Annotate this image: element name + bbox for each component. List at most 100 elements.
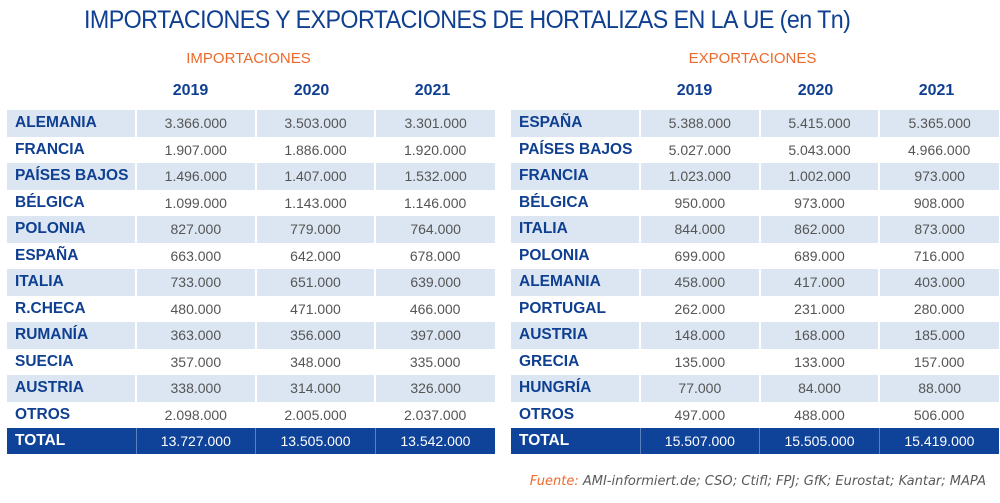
total-label: TOTAL [511, 428, 640, 454]
value-cell: 3.301.000 [374, 110, 495, 137]
value-cell: 3.366.000 [135, 110, 256, 137]
total-value-cell: 15.507.000 [639, 428, 760, 454]
table-row: OTROS 497.000 488.000 506.000 [511, 402, 999, 429]
value-cell: 2.037.000 [404, 406, 467, 423]
source-text: AMI-informiert.de; CSO; Ctifl; FPJ; GfK;… [578, 474, 986, 489]
value-cell: 733.000 [135, 269, 256, 296]
total-row: TOTAL 13.727.000 13.505.000 13.542.000 [7, 428, 495, 454]
value-cell: 716.000 [913, 247, 965, 264]
value-cell: 1.532.000 [374, 163, 495, 190]
country-cell: ESPAÑA [511, 110, 640, 137]
country-cell: PAÍSES BAJOS [519, 140, 633, 158]
exports-title: EXPORTACIONES [688, 50, 817, 67]
value-cell: 5.043.000 [788, 141, 851, 158]
year-header: 2021 [414, 82, 451, 99]
country-cell: FRANCIA [15, 140, 85, 158]
country-cell: FRANCIA [511, 163, 640, 190]
table-row: HUNGRÍA 77.000 84.000 88.000 [511, 375, 999, 402]
value-cell: 262.000 [674, 300, 726, 317]
value-cell: 2.098.000 [164, 406, 227, 423]
value-cell: 338.000 [135, 375, 256, 402]
source-note: Fuente: AMI-informiert.de; CSO; Ctifl; F… [530, 474, 986, 489]
country-cell: AUSTRIA [7, 375, 136, 402]
value-cell: 5.388.000 [639, 110, 760, 137]
table-row: POLONIA 827.000 779.000 764.000 [7, 216, 495, 243]
value-cell: 348.000 [290, 353, 341, 370]
table-row: SUECIA 357.000 348.000 335.000 [7, 349, 495, 376]
table-row: OTROS 2.098.000 2.005.000 2.037.000 [7, 402, 495, 429]
value-cell: 88.000 [878, 375, 999, 402]
table-row: ALEMANIA 3.366.000 3.503.000 3.301.000 [7, 110, 495, 137]
value-cell: 1.002.000 [758, 163, 880, 190]
value-cell: 84.000 [758, 375, 880, 402]
value-cell: 1.496.000 [135, 163, 256, 190]
value-cell: 2.005.000 [284, 406, 347, 423]
table-row: BÉLGICA 1.099.000 1.143.000 1.146.000 [7, 190, 495, 217]
value-cell: 639.000 [374, 269, 495, 296]
value-cell: 873.000 [878, 216, 999, 243]
imports-panel: IMPORTACIONES 2019 2020 2021 ALEMANIA 3.3… [7, 50, 495, 454]
value-cell: 699.000 [674, 247, 726, 264]
table-row: POLONIA 699.000 689.000 716.000 [511, 243, 999, 270]
year-header: 2020 [797, 82, 834, 99]
total-value-cell: 15.419.000 [878, 428, 999, 454]
table-row: ITALIA 733.000 651.000 639.000 [7, 269, 495, 296]
imports-title: IMPORTACIONES [186, 50, 311, 67]
country-cell: ALEMANIA [7, 110, 136, 137]
page-title: IMPORTACIONES Y EXPORTACIONES DE HORTALI… [84, 6, 851, 34]
value-cell: 1.907.000 [164, 141, 227, 158]
year-header: 2019 [676, 82, 713, 99]
table-row: PAÍSES BAJOS 1.496.000 1.407.000 1.532.000 [7, 163, 495, 190]
value-cell: 973.000 [878, 163, 999, 190]
total-row: TOTAL 15.507.000 15.505.000 15.419.000 [511, 428, 999, 454]
value-cell: 4.966.000 [908, 141, 971, 158]
table-row: PORTUGAL 262.000 231.000 280.000 [511, 296, 999, 323]
year-header: 2020 [293, 82, 330, 99]
total-value-cell: 13.542.000 [374, 428, 495, 454]
value-cell: 862.000 [758, 216, 880, 243]
value-cell: 314.000 [254, 375, 376, 402]
value-cell: 908.000 [913, 194, 965, 211]
country-cell: RUMANÍA [7, 322, 136, 349]
value-cell: 1.146.000 [404, 194, 467, 211]
value-cell: 689.000 [794, 247, 845, 264]
value-cell: 403.000 [878, 269, 999, 296]
country-cell: ALEMANIA [511, 269, 640, 296]
value-cell: 651.000 [254, 269, 376, 296]
country-cell: PAÍSES BAJOS [7, 163, 136, 190]
table-row: FRANCIA 1.907.000 1.886.000 1.920.000 [7, 137, 495, 164]
country-cell: OTROS [519, 405, 575, 423]
value-cell: 185.000 [878, 322, 999, 349]
year-header: 2021 [918, 82, 955, 99]
value-cell: 356.000 [254, 322, 376, 349]
value-cell: 779.000 [254, 216, 376, 243]
value-cell: 488.000 [794, 406, 845, 423]
exports-panel: EXPORTACIONES 2019 2020 2021 ESPAÑA 5.388… [511, 50, 999, 454]
country-cell: HUNGRÍA [511, 375, 640, 402]
country-cell: AUSTRIA [511, 322, 640, 349]
value-cell: 827.000 [135, 216, 256, 243]
value-cell: 1.920.000 [404, 141, 467, 158]
source-label: Fuente: [529, 474, 579, 489]
imports-table: ALEMANIA 3.366.000 3.503.000 3.301.000 FRANC… [7, 110, 495, 454]
value-cell: 135.000 [674, 353, 726, 370]
year-header: 2019 [172, 82, 209, 99]
country-cell: BÉLGICA [15, 193, 85, 211]
value-cell: 844.000 [639, 216, 760, 243]
value-cell: 471.000 [290, 300, 341, 317]
value-cell: 417.000 [758, 269, 880, 296]
table-row: R.CHECA 480.000 471.000 466.000 [7, 296, 495, 323]
value-cell: 1.099.000 [164, 194, 227, 211]
country-cell: POLONIA [7, 216, 136, 243]
value-cell: 678.000 [409, 247, 461, 264]
country-cell: ITALIA [511, 216, 640, 243]
value-cell: 663.000 [170, 247, 222, 264]
value-cell: 642.000 [290, 247, 341, 264]
value-cell: 326.000 [374, 375, 495, 402]
value-cell: 133.000 [794, 353, 845, 370]
total-label: TOTAL [7, 428, 136, 454]
table-row: RUMANÍA 363.000 356.000 397.000 [7, 322, 495, 349]
table-row: ALEMANIA 458.000 417.000 403.000 [511, 269, 999, 296]
value-cell: 764.000 [374, 216, 495, 243]
value-cell: 280.000 [913, 300, 965, 317]
